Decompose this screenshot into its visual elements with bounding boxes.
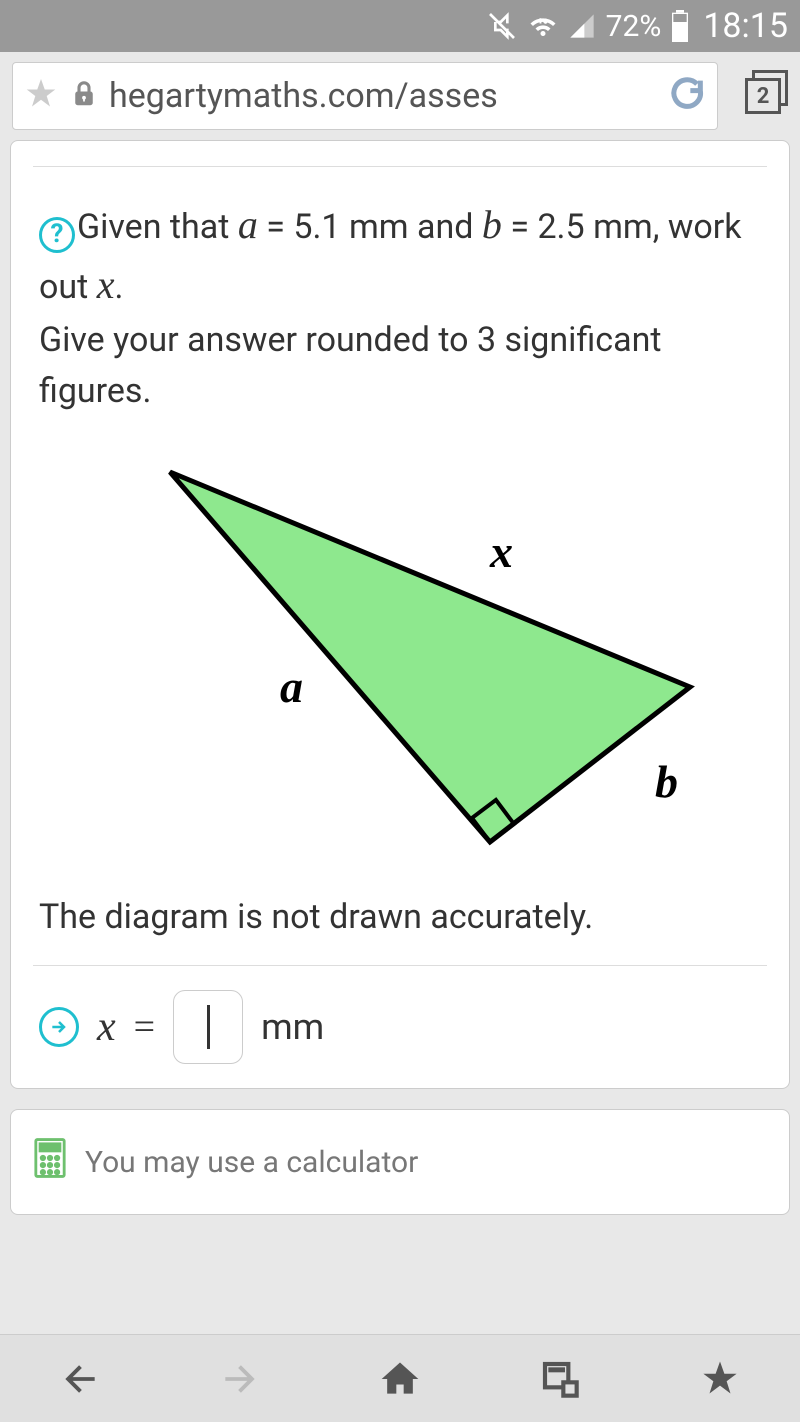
battery-icon [671,10,689,42]
status-bar: 72% 18:15 [0,0,800,52]
answer-unit: mm [261,1006,324,1048]
question-card: ?Given that a = 5.1 mm and b = 2.5 mm, w… [10,140,790,1089]
question-mark-icon: ? [39,217,75,253]
url-text: hegartymaths.com/asses [109,76,657,116]
var-x: x [97,262,115,307]
card-divider [33,147,767,167]
bookmarks-button[interactable] [690,1349,750,1409]
calculator-card: You may use a calculator [10,1109,790,1215]
var-b: b [482,202,502,247]
var-a: a [238,202,258,247]
signal-icon [568,12,596,40]
back-button[interactable] [50,1349,110,1409]
wifi-icon [528,11,558,41]
lock-icon [69,79,99,113]
reload-icon[interactable] [667,74,707,118]
content-area: ?Given that a = 5.1 mm and b = 2.5 mm, w… [0,140,800,1334]
label-x: x [489,526,513,577]
mute-icon [486,10,518,42]
url-box[interactable]: hegartymaths.com/asses [12,62,718,130]
triangle-diagram: x a b [11,417,789,887]
q-suffix: . [114,267,123,307]
battery-percent: 72% [606,9,662,44]
question-text: ?Given that a = 5.1 mm and b = 2.5 mm, w… [11,195,789,417]
tabs-button[interactable]: 2 [738,74,788,118]
tabs-nav-button[interactable] [530,1349,590,1409]
q-line2: Give your answer rounded to 3 significan… [39,320,661,411]
q-prefix: Given that [77,207,238,247]
star-icon[interactable] [23,76,59,116]
tab-count: 2 [745,78,781,114]
calculator-hint: You may use a calculator [85,1145,418,1180]
bottom-nav [0,1334,800,1422]
answer-input[interactable] [173,990,243,1064]
label-b: b [655,756,678,807]
clock: 18:15 [703,6,788,46]
label-a: a [280,661,303,712]
answer-var: x [97,1003,116,1051]
diagram-note: The diagram is not drawn accurately. [11,887,789,965]
arrow-right-icon[interactable] [39,1007,79,1047]
address-bar: hegartymaths.com/asses 2 [0,52,800,140]
calculator-icon [33,1138,67,1186]
answer-equals: = [134,1005,155,1049]
home-button[interactable] [370,1349,430,1409]
a-value: = 5.1 mm and [258,207,482,247]
forward-button[interactable] [210,1349,270,1409]
answer-row: x = mm [33,965,767,1076]
